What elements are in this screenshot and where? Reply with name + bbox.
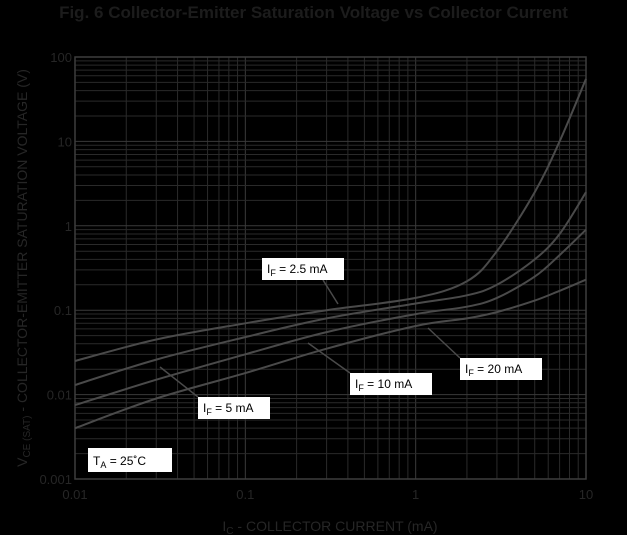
x-tick-label: 0.01: [62, 487, 87, 502]
x-tick-label: 1: [412, 487, 419, 502]
annotation-box: [88, 448, 172, 472]
x-tick-label: 10: [579, 487, 593, 502]
plot-frame: [74, 56, 587, 480]
series-group: [74, 78, 587, 430]
y-tick-label: 0.01: [47, 388, 72, 403]
annotation-label: IF = 20 mA: [465, 362, 522, 378]
y-tick-label: 0.1: [54, 303, 72, 318]
x-tick-label: 0.1: [236, 487, 254, 502]
y-axis-label-rest: - COLLECTOR-EMITTER SATURATION VOLTAGE (…: [14, 69, 30, 415]
series-line: [74, 191, 587, 386]
annotation-box: [198, 397, 270, 419]
annotation-label: IF = 5 mA: [203, 401, 254, 417]
annotation-leader-line: [159, 366, 199, 398]
annotation-label: IF = 2.5 mA: [267, 262, 328, 278]
y-tick-label: 1: [65, 219, 72, 234]
y-axis-label-main: V: [14, 457, 30, 467]
chart-title: Fig. 6 Collector-Emitter Saturation Volt…: [59, 3, 568, 22]
series-line: [74, 78, 587, 362]
x-axis-label-sub: C: [226, 526, 233, 535]
y-axis-label-sub: CE (SAT): [22, 416, 33, 458]
x-axis-label: IC - COLLECTOR CURRENT (mA): [222, 518, 437, 535]
annotation-leader-line: [322, 279, 339, 305]
y-tick-label: 0.001: [39, 472, 72, 487]
annotation-box: [350, 373, 432, 395]
annotation-label: IF = 10 mA: [355, 377, 412, 393]
series-line: [74, 278, 587, 430]
annotations-group: IF = 2.5 mA IF = 5 mA IF = 10 mA IF = 20 mA…: [88, 258, 542, 472]
x-axis-label-main: I: [222, 518, 226, 534]
y-tick-label: 100: [50, 50, 72, 65]
annotation-leader-line: [307, 342, 351, 374]
annotation-box: [262, 258, 344, 280]
x-axis-label-rest: - COLLECTOR CURRENT (mA): [234, 518, 438, 534]
annotation-box: [460, 358, 542, 380]
y-tick-label: 10: [58, 134, 72, 149]
y-axis-label: VCE (SAT) - COLLECTOR-EMITTER SATURATION…: [14, 69, 33, 467]
annotation-label: TA = 25˚C: [93, 454, 146, 470]
annotation-leader-line: [427, 327, 461, 359]
series-line: [74, 228, 587, 407]
